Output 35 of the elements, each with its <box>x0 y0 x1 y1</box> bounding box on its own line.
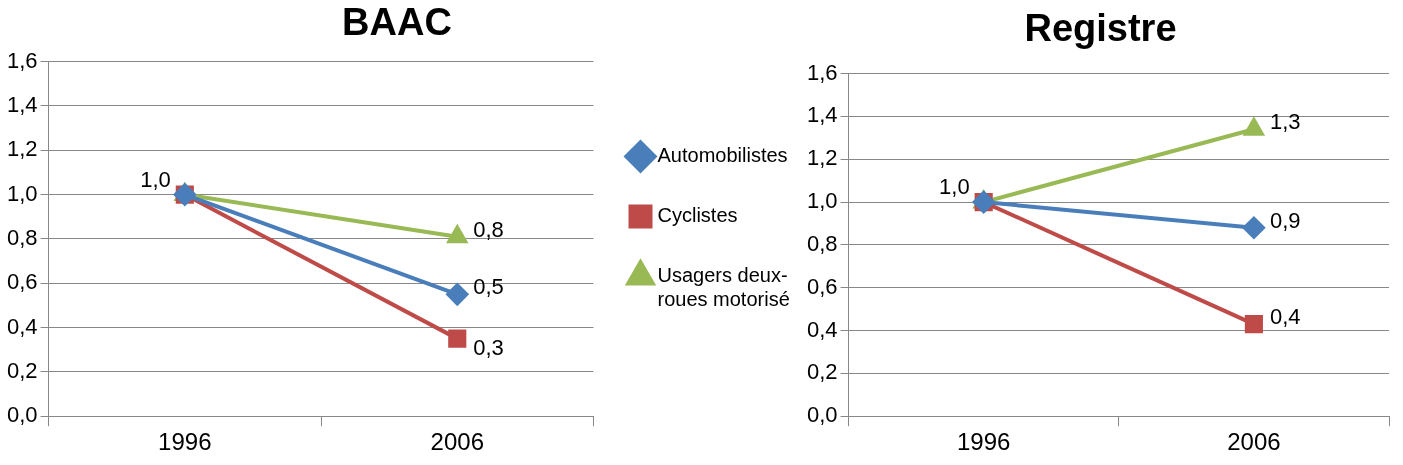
y-tick-label: 1,2 <box>6 136 38 162</box>
y-tick-label: 1,0 <box>6 180 38 206</box>
legend-label: Usagers deux-roues motorisé <box>657 264 790 311</box>
data-label: 0,3 <box>473 334 504 360</box>
data-label: 0,5 <box>473 274 504 300</box>
y-tick-label: 0,4 <box>806 316 838 342</box>
chart-title: BAAC <box>342 1 452 44</box>
y-tick-label: 0,0 <box>6 402 38 428</box>
y-tick-label: 0,4 <box>6 313 38 339</box>
chart-title: Registre <box>1024 7 1177 50</box>
y-tick-label: 0,2 <box>806 359 838 385</box>
data-label: 0,8 <box>473 216 504 242</box>
data-label: 0,9 <box>1269 207 1301 233</box>
y-tick-label: 1,6 <box>6 47 38 73</box>
y-tick-label: 1,0 <box>806 188 838 214</box>
y-tick-label: 0,8 <box>806 230 838 256</box>
legend-label: Automobilistes <box>657 144 788 167</box>
y-tick-label: 0,6 <box>6 269 38 295</box>
y-tick-label: 1,6 <box>806 59 838 85</box>
data-label: 1,0 <box>939 174 970 200</box>
y-tick-label: 0,6 <box>806 273 838 299</box>
x-tick-label: 2006 <box>430 428 484 456</box>
y-tick-label: 1,2 <box>806 145 838 171</box>
x-tick-label: 1996 <box>956 428 1011 456</box>
y-tick-label: 0,8 <box>6 224 38 250</box>
x-tick-label: 2006 <box>1227 428 1281 456</box>
y-tick-label: 1,4 <box>6 91 38 117</box>
y-tick-label: 0,0 <box>806 402 838 428</box>
legend-label: Cyclistes <box>657 204 738 227</box>
data-label: 1,0 <box>140 166 171 192</box>
data-label: 1,3 <box>1269 109 1301 135</box>
y-tick-label: 0,2 <box>6 357 38 383</box>
data-label: 0,4 <box>1269 304 1301 330</box>
x-tick-label: 1996 <box>158 428 212 456</box>
y-tick-label: 1,4 <box>806 102 838 128</box>
